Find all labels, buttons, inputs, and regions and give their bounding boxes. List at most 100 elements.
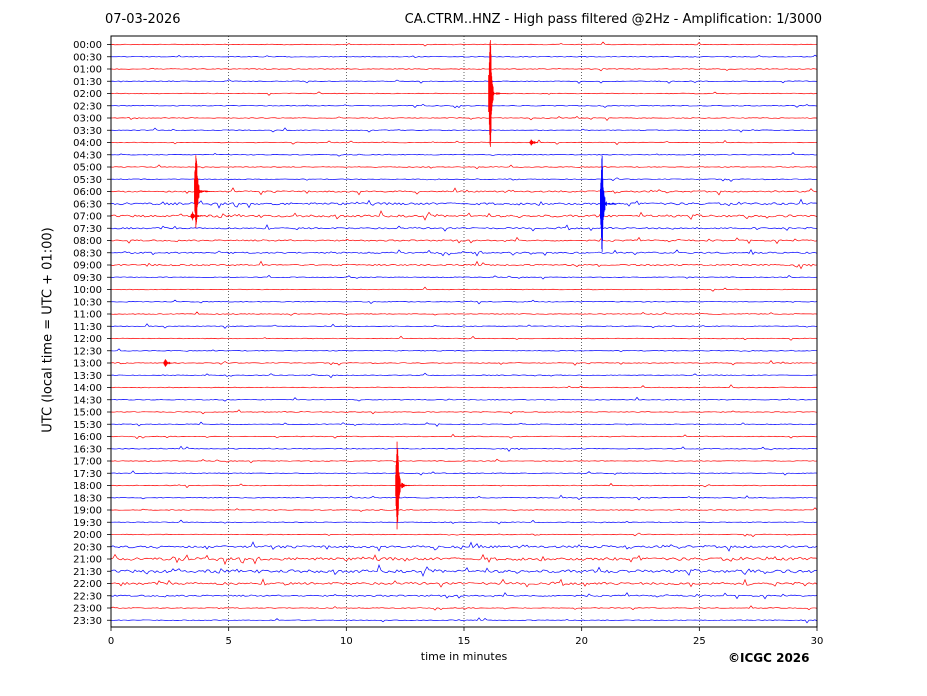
trace-18:30 <box>110 494 817 501</box>
row-label-13:00: 13:00 <box>73 359 102 370</box>
row-label-21:30: 21:30 <box>73 567 102 578</box>
trace-08:30 <box>110 249 818 257</box>
trace-19:00 <box>110 507 818 512</box>
row-label-20:00: 20:00 <box>73 530 102 541</box>
x-axis-label: time in minutes <box>420 650 508 663</box>
trace-01:00 <box>110 67 818 72</box>
trace-17:00 <box>110 458 818 464</box>
trace-15:00 <box>110 409 818 415</box>
row-label-20:30: 20:30 <box>73 542 102 553</box>
trace-03:30 <box>110 127 818 133</box>
trace-01:30 <box>110 79 818 84</box>
row-label-12:00: 12:00 <box>73 334 102 345</box>
row-label-03:30: 03:30 <box>73 126 102 137</box>
trace-04:00 <box>110 139 818 146</box>
row-label-10:00: 10:00 <box>73 285 102 296</box>
event-spike-2 <box>194 155 215 228</box>
row-label-10:30: 10:30 <box>73 297 102 308</box>
trace-22:30 <box>110 592 818 600</box>
trace-09:00 <box>110 260 818 270</box>
trace-08:00 <box>110 236 818 245</box>
row-label-03:00: 03:00 <box>73 114 102 125</box>
x-tick-label-5: 5 <box>225 636 231 647</box>
row-label-07:00: 07:00 <box>73 212 102 223</box>
event-spike-4 <box>190 211 211 221</box>
event-spike-3 <box>600 155 621 252</box>
row-label-08:30: 08:30 <box>73 248 102 259</box>
trace-13:30 <box>110 372 818 379</box>
event-spike-0 <box>488 40 509 147</box>
trace-06:30 <box>110 198 818 209</box>
trace-16:00 <box>110 433 818 440</box>
row-label-05:00: 05:00 <box>73 163 102 174</box>
row-label-12:30: 12:30 <box>73 346 102 357</box>
row-label-09:00: 09:00 <box>73 261 102 272</box>
trace-00:30 <box>110 54 818 58</box>
chart-date: 07-03-2026 <box>105 12 181 27</box>
event-spike-6 <box>395 441 416 530</box>
row-label-18:30: 18:30 <box>73 493 102 504</box>
trace-07:30 <box>110 224 818 232</box>
trace-15:30 <box>110 421 818 427</box>
row-label-15:00: 15:00 <box>73 408 102 419</box>
trace-23:00 <box>110 605 818 611</box>
trace-21:30 <box>110 563 818 577</box>
trace-20:00 <box>110 532 818 538</box>
row-label-19:30: 19:30 <box>73 518 102 529</box>
trace-13:00 <box>110 360 818 366</box>
copyright-label: ©ICGC 2026 <box>728 651 810 665</box>
x-tick-label-20: 20 <box>575 636 588 647</box>
row-label-11:00: 11:00 <box>73 310 102 321</box>
trace-03:00 <box>110 115 818 121</box>
row-label-04:00: 04:00 <box>73 138 102 149</box>
trace-lines <box>110 41 818 624</box>
trace-20:30 <box>110 541 818 552</box>
trace-09:30 <box>110 274 818 280</box>
plot-frame <box>110 35 818 628</box>
trace-05:00 <box>110 164 818 170</box>
x-tick-label-15: 15 <box>458 636 471 647</box>
x-tick-label-30: 30 <box>811 636 824 647</box>
row-label-17:30: 17:30 <box>73 469 102 480</box>
row-label-16:30: 16:30 <box>73 444 102 455</box>
trace-22:00 <box>110 578 818 588</box>
row-label-13:30: 13:30 <box>73 371 102 382</box>
trace-16:30 <box>110 445 818 452</box>
trace-21:00 <box>110 553 818 566</box>
trace-06:00 <box>110 187 818 196</box>
row-label-14:30: 14:30 <box>73 395 102 406</box>
x-tick-labels: 0 5 10 15 20 25 30 <box>108 627 824 647</box>
row-label-14:00: 14:00 <box>73 383 102 394</box>
row-label-22:30: 22:30 <box>73 591 102 602</box>
row-label-18:00: 18:00 <box>73 481 102 492</box>
trace-10:00 <box>110 286 818 292</box>
row-label-23:00: 23:00 <box>73 604 102 615</box>
row-label-15:30: 15:30 <box>73 420 102 431</box>
trace-07:00 <box>110 210 818 221</box>
trace-05:30 <box>110 177 818 182</box>
row-label-00:30: 00:30 <box>73 52 102 63</box>
row-label-11:30: 11:30 <box>73 322 102 333</box>
trace-12:00 <box>110 335 818 341</box>
trace-00:00 <box>110 41 818 47</box>
trace-14:30 <box>110 396 818 402</box>
trace-10:30 <box>110 299 818 305</box>
trace-04:30 <box>110 152 818 157</box>
event-spikes <box>163 40 621 530</box>
row-label-22:00: 22:00 <box>73 579 102 590</box>
trace-11:00 <box>110 311 818 316</box>
row-label-16:00: 16:00 <box>73 432 102 443</box>
vertical-gridlines <box>228 36 700 627</box>
row-label-01:30: 01:30 <box>73 77 102 88</box>
trace-17:30 <box>110 470 818 476</box>
trace-23:30 <box>110 617 818 624</box>
row-label-02:00: 02:00 <box>73 89 102 100</box>
trace-02:00 <box>110 91 818 96</box>
x-tick-label-25: 25 <box>693 636 706 647</box>
row-label-07:30: 07:30 <box>73 224 102 235</box>
trace-12:30 <box>110 348 818 353</box>
trace-19:30 <box>110 519 818 525</box>
row-label-06:00: 06:00 <box>73 187 102 198</box>
